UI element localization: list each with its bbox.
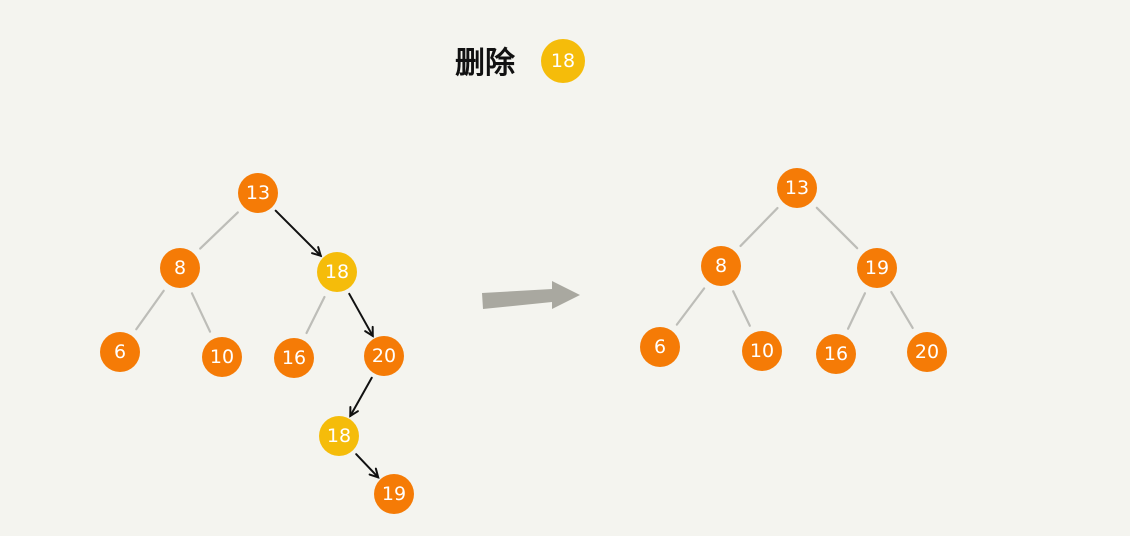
after-node-13: 13 [777, 168, 817, 208]
before-node-label: 18 [325, 261, 349, 283]
after-node-10: 10 [742, 331, 782, 371]
title-target-node-label: 18 [551, 50, 575, 72]
after-node-label: 13 [785, 177, 809, 199]
path-arrow-b20-b18b [350, 378, 371, 416]
path-arrow-shaft [356, 454, 378, 477]
after-edge-a13-a8 [741, 208, 778, 246]
before-node-18: 18 [317, 252, 357, 292]
after-node-label: 8 [715, 255, 727, 277]
after-node-label: 10 [750, 340, 774, 362]
after-edge-a13-a19 [817, 208, 857, 248]
before-node-label: 20 [372, 345, 396, 367]
path-arrow-b18-b20 [349, 294, 373, 336]
before-edge-b8-b6 [136, 291, 163, 329]
title: 删除 18 [455, 39, 585, 83]
after-node-20: 20 [907, 332, 947, 372]
path-arrow-b18b-b19 [356, 454, 378, 477]
before-node-label: 10 [210, 346, 234, 368]
before-node-18: 18 [319, 416, 359, 456]
path-arrow-shaft [350, 378, 371, 416]
after-edge-a8-a10 [733, 291, 750, 326]
transition-arrow-shape [482, 281, 580, 309]
before-node-6: 6 [100, 332, 140, 372]
after-node-label: 20 [915, 341, 939, 363]
before-edge-b18-b16 [307, 297, 325, 333]
path-arrow-shaft [276, 211, 321, 256]
after-edge-a19-a20 [891, 292, 912, 328]
tree-nodes: 13 8 18 6 10 16 20 18 19 13 8 19 6 10 16 20 [100, 168, 947, 514]
before-node-label: 6 [114, 341, 126, 363]
title-target-node: 18 [541, 39, 585, 83]
before-node-20: 20 [364, 336, 404, 376]
after-edge-a8-a6 [677, 288, 704, 324]
after-node-label: 19 [865, 257, 889, 279]
title-text: 删除 [455, 46, 516, 81]
before-edge-b8-b10 [192, 293, 210, 331]
before-node-8: 8 [160, 248, 200, 288]
after-edge-a19-a16 [848, 293, 865, 328]
before-node-label: 13 [246, 182, 270, 204]
before-edge-b13-b8 [200, 212, 238, 248]
after-node-label: 6 [654, 336, 666, 358]
before-node-13: 13 [238, 173, 278, 213]
after-node-16: 16 [816, 334, 856, 374]
before-node-10: 10 [202, 337, 242, 377]
before-node-label: 18 [327, 425, 351, 447]
before-node-label: 19 [382, 483, 406, 505]
transition-arrow [482, 281, 580, 309]
path-arrow-shaft [349, 294, 373, 336]
after-node-label: 16 [824, 343, 848, 365]
before-node-label: 8 [174, 257, 186, 279]
path-arrow-b13-b18 [276, 211, 321, 256]
before-node-16: 16 [274, 338, 314, 378]
after-node-8: 8 [701, 246, 741, 286]
tree-edges [136, 208, 912, 333]
after-node-19: 19 [857, 248, 897, 288]
before-node-label: 16 [282, 347, 306, 369]
before-node-19: 19 [374, 474, 414, 514]
after-node-6: 6 [640, 327, 680, 367]
